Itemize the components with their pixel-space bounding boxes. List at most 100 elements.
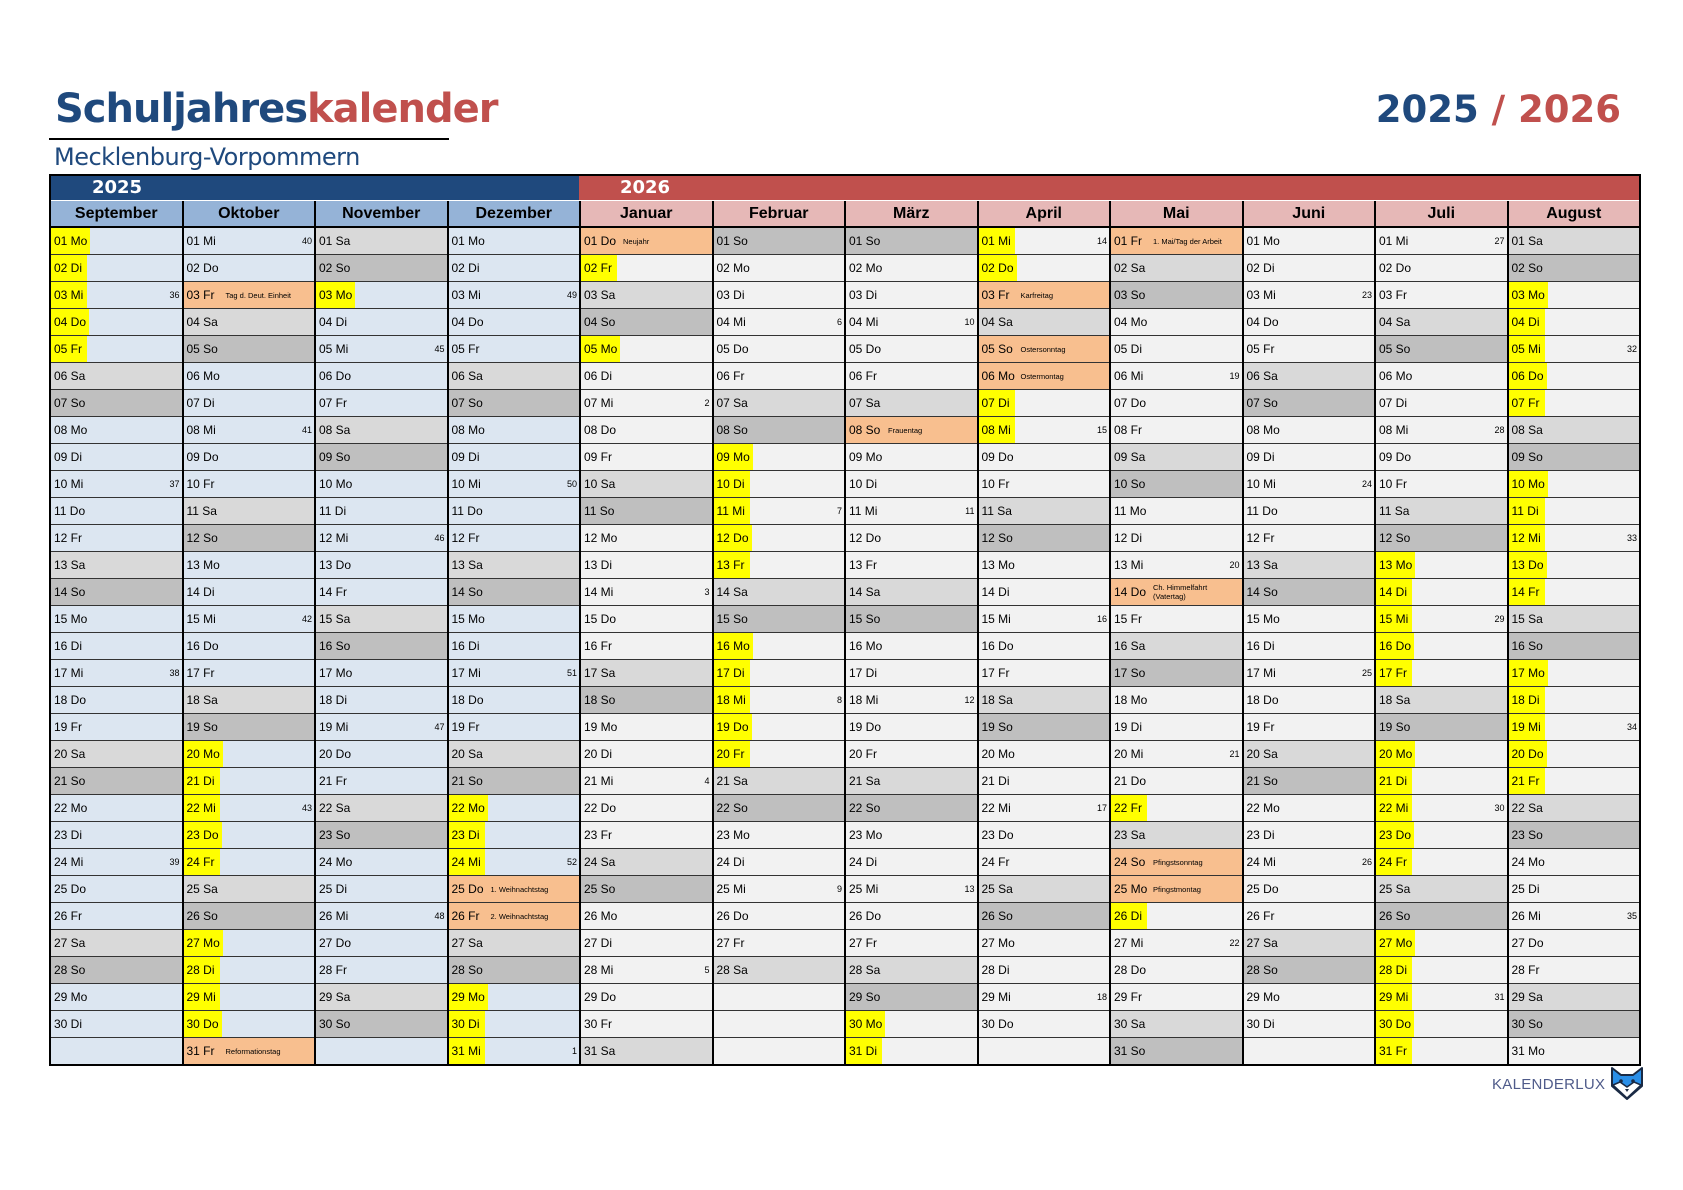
day-cell: 08 Sa [1508,417,1639,444]
day-label: 26 So [186,909,218,923]
day-cell: 13 Fr [713,552,844,579]
day-cell: 07 Sa [713,390,844,417]
day-label: 14 So [451,585,483,599]
day-label: 27 Do [319,936,352,950]
week-number: 17 [1096,803,1107,813]
day-cell: 27 Sa [448,930,579,957]
day-cell: 29 Mi [183,984,314,1011]
day-cell: 22 Mo [51,795,182,822]
day-cell: 19 Do [713,714,844,741]
day-cell: 02 So [1508,255,1639,282]
holiday-name: Tag d. Deut. Einheit [225,290,291,300]
day-cell: 12 So [1376,525,1507,552]
day-cell: 19 So [183,714,314,741]
day-cell: 29 Sa [1508,984,1639,1011]
week-number: 25 [1361,668,1372,678]
day-cell: 12 Mi 33 [1508,525,1639,552]
day-cell: 07 Fr [316,390,447,417]
day-cell: 15 So [846,606,977,633]
day-label: 13 Mi [1114,558,1144,572]
day-cell: 25 Do [51,876,182,903]
day-cell: 22 Mi 43 [183,795,314,822]
school-holiday-day-label: 01 Mo [51,228,91,254]
day-cell: 03 Mi 23 [1243,282,1374,309]
day-label: 23 Di [1246,828,1275,842]
day-label: 19 Do [849,720,882,734]
day-label: 21 So [1246,774,1278,788]
day-cell: 25 Mi 9 [713,876,844,903]
day-label: 25 Mi [716,882,746,896]
month-column: 01 So 02 Mo 03 Di 04 Mi 6 05 Do 06 Fr 07 Sa 08 S… [713,228,846,1064]
school-holiday-day-label: 05 Fr [51,336,87,362]
day-cell: 01 Mo [1243,228,1374,255]
day-label: 17 Mi [54,666,84,680]
week-number: 12 [964,695,975,705]
day-label: 01 So [716,234,748,248]
day-cell: 29 Mo [51,984,182,1011]
day-cell: 13 Fr [846,552,977,579]
day-cell: 14 So [448,579,579,606]
day-label: 16 Fr [584,639,613,653]
month-header: März [846,201,979,226]
day-label: 07 Di [186,396,215,410]
day-cell: 14 Fr [316,579,447,606]
day-cell: 07 Di [183,390,314,417]
day-cell: 12 So [183,525,314,552]
day-label: 09 Do [1379,450,1412,464]
month-header: November [316,201,449,226]
day-cell: 16 Do [183,633,314,660]
day-label: 27 Mo [981,936,1015,950]
day-label: 18 Sa [186,693,218,707]
day-label: 27 Sa [451,936,483,950]
month-column: 01 Mi 14 02 Do 03 Fr Karfreitag 04 Sa 05 So Ost… [978,228,1111,1064]
day-label: 25 Sa [186,882,218,896]
school-holiday-day-label: 11 Di [1508,498,1545,524]
school-holiday-day-label: 05 Mo [581,336,621,362]
day-cell: 10 Fr [183,471,314,498]
day-cell: 02 Di [1243,255,1374,282]
school-holiday-day-label: 11 Mi [713,498,750,524]
day-label: 25 Do [1246,882,1279,896]
day-label: 29 Mo [54,990,88,1004]
day-cell: 14 Mi 3 [581,579,712,606]
day-cell: 19 So [1376,714,1507,741]
day-label: 27 Do [1511,936,1544,950]
day-cell: 21 Sa [713,768,844,795]
day-label: 22 Do [584,801,617,815]
day-cell: 03 So [1111,282,1242,309]
day-label: 06 Mo [981,369,1015,383]
day-cell: 17 Mi 51 [448,660,579,687]
day-label: 06 Fr [716,369,745,383]
holiday-cell: 01 Fr 1. Mai/Tag der Arbeit [1111,228,1242,255]
day-label: 03 Mi [1246,288,1276,302]
week-number: 38 [169,668,180,678]
school-holiday-day-label: 05 Mi [1508,336,1545,362]
day-label: 23 Mo [716,828,750,842]
week-number: 49 [566,290,577,300]
week-number: 30 [1494,803,1505,813]
day-cell: 05 Fr [51,336,182,363]
day-grid: 01 Mo 02 Di 03 Mi 36 04 Do 05 Fr 06 Sa 07 So 08 … [51,228,1639,1064]
day-label: 13 Mo [186,558,220,572]
day-cell: 29 Do [581,984,712,1011]
day-label: 25 Do [54,882,87,896]
day-cell: 02 Do [1376,255,1507,282]
school-holiday-day-label: 24 Mi [448,849,485,875]
day-cell: 02 Do [978,255,1109,282]
day-label: 24 Sa [584,855,616,869]
day-cell: 22 Mi 30 [1376,795,1507,822]
school-holiday-day-label: 21 Fr [1508,768,1545,794]
day-label: 06 Sa [54,369,86,383]
day-cell: 06 Sa [51,363,182,390]
day-cell: 11 Di [1508,498,1639,525]
day-cell: 25 So [581,876,712,903]
day-label: 13 Do [319,558,352,572]
day-label: 01 Mo [451,234,485,248]
day-cell: 23 Mo [713,822,844,849]
day-cell: 20 Mo [1376,741,1507,768]
day-cell: 03 Sa [581,282,712,309]
school-holiday-day-label: 31 Fr [1376,1038,1412,1064]
holiday-name: Pfingstsonntag [1153,857,1203,867]
day-label: 18 Di [319,693,348,707]
day-label: 03 Di [849,288,878,302]
